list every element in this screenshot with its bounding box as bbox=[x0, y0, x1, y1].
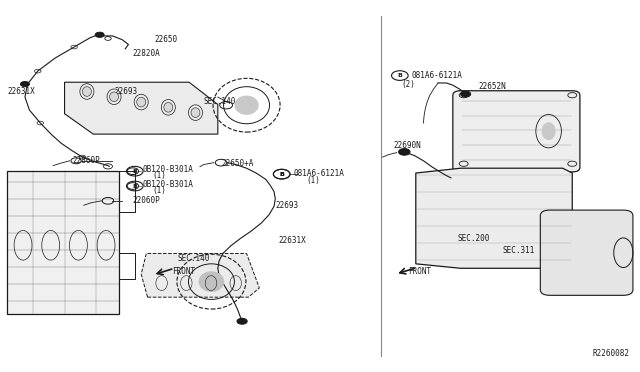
Text: FRONT: FRONT bbox=[172, 267, 195, 276]
Text: 22631X: 22631X bbox=[7, 87, 35, 96]
Text: B: B bbox=[132, 169, 137, 174]
Text: 22650: 22650 bbox=[154, 35, 177, 44]
FancyBboxPatch shape bbox=[453, 91, 580, 172]
Text: R2260082: R2260082 bbox=[593, 349, 630, 358]
Text: 22860P: 22860P bbox=[72, 155, 100, 164]
Ellipse shape bbox=[234, 96, 259, 115]
Circle shape bbox=[461, 91, 470, 97]
Text: B: B bbox=[132, 183, 137, 189]
Circle shape bbox=[20, 81, 29, 87]
Text: (1): (1) bbox=[306, 176, 320, 185]
Text: 22693: 22693 bbox=[275, 201, 298, 210]
Ellipse shape bbox=[198, 271, 224, 292]
Text: 0B120-B301A: 0B120-B301A bbox=[143, 165, 193, 174]
Text: 22820A: 22820A bbox=[133, 49, 161, 58]
Text: 22652N: 22652N bbox=[478, 82, 506, 91]
Circle shape bbox=[399, 148, 410, 155]
Text: 081A6-6121A: 081A6-6121A bbox=[412, 71, 462, 80]
Ellipse shape bbox=[191, 108, 200, 118]
Text: 22631X: 22631X bbox=[278, 236, 307, 246]
Circle shape bbox=[95, 32, 104, 37]
Text: (1): (1) bbox=[152, 171, 166, 180]
FancyBboxPatch shape bbox=[540, 210, 633, 295]
Ellipse shape bbox=[109, 92, 118, 102]
Text: SEC.140: SEC.140 bbox=[204, 97, 236, 106]
Polygon shape bbox=[141, 253, 259, 297]
Text: B: B bbox=[279, 171, 284, 177]
Polygon shape bbox=[65, 82, 218, 134]
Text: 0B120-B301A: 0B120-B301A bbox=[143, 180, 193, 189]
Text: SEC.311: SEC.311 bbox=[502, 246, 534, 255]
Ellipse shape bbox=[83, 87, 92, 96]
Text: SEC.200: SEC.200 bbox=[458, 234, 490, 243]
Circle shape bbox=[237, 318, 247, 324]
Ellipse shape bbox=[164, 103, 173, 112]
Text: (2): (2) bbox=[402, 80, 415, 89]
Text: 22693: 22693 bbox=[115, 87, 138, 96]
FancyBboxPatch shape bbox=[7, 171, 119, 314]
Ellipse shape bbox=[541, 122, 556, 140]
Text: B: B bbox=[397, 73, 403, 78]
Text: 081A6-6121A: 081A6-6121A bbox=[293, 169, 344, 177]
Text: B: B bbox=[279, 171, 284, 177]
Text: SEC.140: SEC.140 bbox=[177, 254, 210, 263]
Text: 22690N: 22690N bbox=[394, 141, 421, 151]
Text: 22060P: 22060P bbox=[133, 196, 161, 205]
Text: FRONT: FRONT bbox=[408, 267, 431, 276]
Text: (1): (1) bbox=[152, 186, 166, 195]
Text: 22650+A: 22650+A bbox=[221, 159, 253, 168]
Ellipse shape bbox=[137, 97, 146, 107]
Polygon shape bbox=[416, 168, 572, 268]
